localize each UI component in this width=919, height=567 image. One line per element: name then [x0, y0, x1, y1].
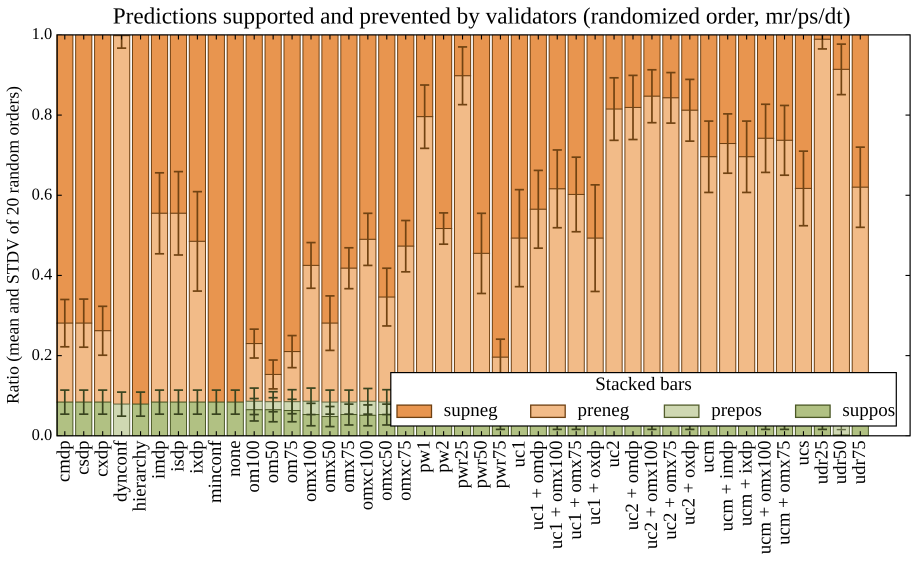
svg-text:omx50: omx50: [319, 440, 340, 492]
svg-text:omxc100: omxc100: [357, 440, 378, 510]
svg-text:dynconf: dynconf: [111, 440, 132, 502]
svg-text:uc2 + omdp: uc2 + omdp: [622, 440, 643, 530]
svg-text:udr50: udr50: [830, 440, 851, 484]
svg-text:om100: om100: [243, 440, 264, 492]
svg-text:ucm + omx100: ucm + omx100: [754, 440, 775, 554]
svg-text:csdp: csdp: [73, 440, 94, 474]
svg-text:supneg: supneg: [444, 400, 498, 421]
svg-text:udr75: udr75: [849, 440, 870, 484]
svg-text:none: none: [224, 440, 245, 477]
svg-text:omx100: omx100: [300, 440, 321, 502]
svg-text:omxc75: omxc75: [395, 440, 416, 501]
svg-text:1.0: 1.0: [32, 24, 53, 43]
svg-text:uc2 + omx75: uc2 + omx75: [660, 440, 681, 539]
svg-text:ucm + imdp: ucm + imdp: [717, 440, 738, 531]
svg-text:uc1 + omx75: uc1 + omx75: [565, 440, 586, 539]
svg-text:minconf: minconf: [205, 440, 226, 503]
svg-text:Predictions supported and prev: Predictions supported and prevented by v…: [113, 3, 851, 29]
svg-text:0.8: 0.8: [32, 104, 53, 123]
svg-text:preneg: preneg: [578, 400, 630, 421]
svg-text:isdp: isdp: [167, 440, 188, 471]
svg-text:ucm + ixdp: ucm + ixdp: [736, 440, 757, 526]
svg-text:ixdp: ixdp: [186, 440, 207, 473]
svg-text:udr25: udr25: [811, 440, 832, 484]
svg-text:ucm + omx75: ucm + omx75: [773, 440, 794, 545]
svg-text:pw1: pw1: [414, 440, 435, 472]
svg-text:pwr75: pwr75: [489, 440, 510, 488]
svg-text:0.4: 0.4: [32, 265, 53, 284]
svg-text:cmdp: cmdp: [54, 440, 75, 482]
svg-text:omx75: omx75: [338, 440, 359, 492]
svg-text:suppos: suppos: [842, 400, 895, 421]
svg-text:prepos: prepos: [711, 400, 762, 421]
svg-text:imdp: imdp: [148, 440, 169, 479]
svg-text:uc2: uc2: [603, 440, 624, 467]
svg-text:uc1 + oxdp: uc1 + oxdp: [584, 440, 605, 525]
svg-text:ucs: ucs: [792, 440, 813, 465]
svg-text:0.6: 0.6: [32, 184, 53, 203]
svg-text:uc2 + omx100: uc2 + omx100: [641, 440, 662, 549]
svg-text:uc1: uc1: [508, 440, 529, 467]
svg-text:uc2 + oxdp: uc2 + oxdp: [679, 440, 700, 525]
svg-text:pwr25: pwr25: [451, 440, 472, 488]
svg-text:omxc50: omxc50: [376, 440, 397, 501]
svg-text:0.0: 0.0: [32, 425, 53, 444]
svg-text:pwr50: pwr50: [470, 440, 491, 488]
svg-text:cxdp: cxdp: [92, 440, 113, 477]
svg-text:om50: om50: [262, 440, 283, 483]
svg-text:hierarchy: hierarchy: [129, 440, 150, 512]
svg-text:pw2: pw2: [433, 440, 454, 472]
svg-text:ucm: ucm: [698, 440, 719, 473]
svg-text:om75: om75: [281, 440, 302, 483]
svg-text:uc1 + omdp: uc1 + omdp: [527, 440, 548, 530]
svg-text:Ratio (mean and STDV of 20 ran: Ratio (mean and STDV of 20 random orders…: [2, 86, 22, 404]
svg-text:uc1 + omx100: uc1 + omx100: [546, 440, 567, 549]
svg-text:Stacked bars: Stacked bars: [595, 374, 692, 395]
svg-text:0.2: 0.2: [32, 345, 53, 364]
